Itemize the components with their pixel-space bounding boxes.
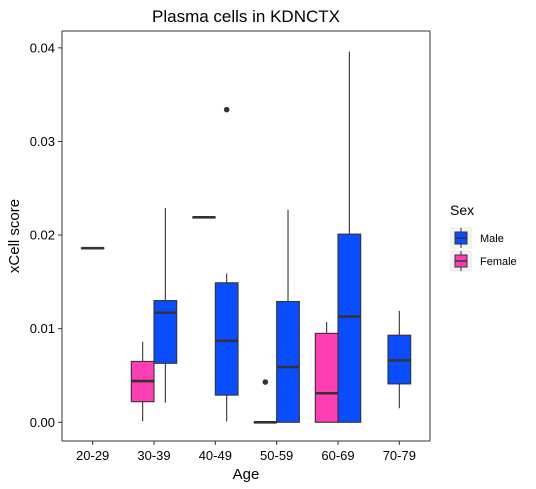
box-male-70-79 bbox=[387, 310, 412, 409]
box-female-30-39 bbox=[130, 341, 155, 422]
y-tick-label: 0.00 bbox=[30, 415, 55, 430]
box-male-60-69 bbox=[337, 51, 362, 423]
box-male-40-49 bbox=[214, 106, 239, 422]
x-axis-title: Age bbox=[233, 466, 260, 483]
y-tick-label: 0.04 bbox=[30, 40, 55, 55]
legend-label-male: Male bbox=[480, 233, 504, 245]
y-tick-label: 0.01 bbox=[30, 321, 55, 336]
box-body bbox=[276, 300, 300, 423]
plot-panel bbox=[61, 30, 431, 442]
x-tick-label: 60-69 bbox=[321, 448, 354, 463]
y-tick-label: 0.02 bbox=[30, 228, 55, 243]
legend-title: Sex bbox=[450, 202, 474, 218]
box-male-50-59 bbox=[276, 209, 300, 423]
box-female-50-59 bbox=[253, 379, 278, 424]
boxes-layer bbox=[80, 51, 412, 424]
box-body bbox=[314, 332, 339, 423]
x-axis: 20-29 30-39 40-49 50-59 60-69 70-79 bbox=[76, 441, 416, 463]
x-tick-label: 40-49 bbox=[199, 448, 232, 463]
x-tick-label: 30-39 bbox=[137, 448, 170, 463]
box-body bbox=[214, 282, 239, 396]
x-tick-label: 50-59 bbox=[260, 448, 293, 463]
y-axis-title: xCell score bbox=[6, 199, 23, 273]
y-axis: 0.00 0.01 0.02 0.03 0.04 bbox=[30, 40, 62, 430]
y-tick-label: 0.03 bbox=[30, 134, 55, 149]
box-female-60-69 bbox=[314, 322, 339, 423]
outlier-point bbox=[262, 379, 269, 385]
legend: Sex Male Female bbox=[450, 202, 517, 272]
box-body bbox=[153, 300, 178, 364]
outlier-point bbox=[223, 106, 230, 113]
legend-label-female: Female bbox=[480, 256, 517, 268]
x-tick-label: 70-79 bbox=[383, 448, 416, 463]
box-male-30-39 bbox=[153, 207, 178, 403]
x-tick-label: 20-29 bbox=[76, 448, 109, 463]
box-body bbox=[337, 233, 362, 423]
chart-title: Plasma cells in KDNCTX bbox=[152, 7, 340, 26]
